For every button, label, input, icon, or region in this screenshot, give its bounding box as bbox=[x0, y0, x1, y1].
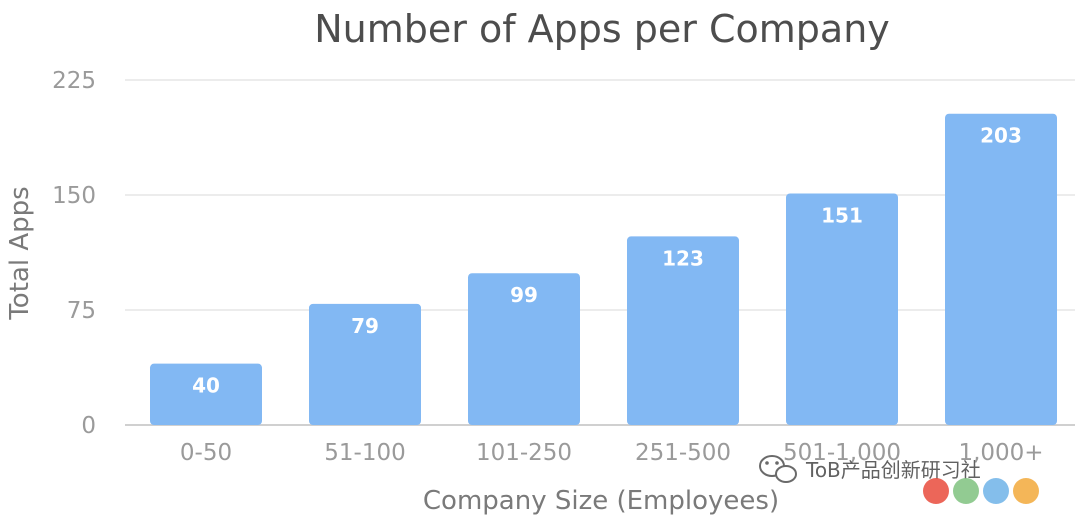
bar bbox=[627, 236, 739, 425]
y-tick-label: 150 bbox=[52, 183, 96, 209]
chart-title: Number of Apps per Company bbox=[314, 7, 890, 51]
y-tick-label: 0 bbox=[81, 413, 96, 439]
bar bbox=[786, 193, 898, 425]
x-axis-title: Company Size (Employees) bbox=[423, 486, 779, 516]
bar-value-label: 99 bbox=[510, 283, 538, 307]
y-axis-title: Total Apps bbox=[5, 186, 35, 320]
wechat-icon bbox=[759, 455, 797, 483]
bar-value-label: 151 bbox=[821, 203, 863, 227]
x-tick-label: 1,000+ bbox=[958, 440, 1043, 466]
bar bbox=[309, 303, 421, 425]
bar-value-label: 40 bbox=[192, 374, 220, 398]
watermark-text: ToB产品创新研习社 bbox=[805, 458, 981, 482]
y-tick-label: 225 bbox=[52, 68, 96, 94]
x-axis-ticks: 0-50 51-100 101-250 251-500 501-1,000 1,000+ bbox=[180, 440, 1044, 466]
bar bbox=[150, 363, 262, 425]
watermark: ToB产品创新研习社 bbox=[759, 455, 1039, 504]
grid-lines bbox=[125, 79, 1075, 426]
x-tick-label: 101-250 bbox=[476, 440, 572, 466]
x-tick-label: 251-500 bbox=[635, 440, 731, 466]
bar-value-label: 79 bbox=[351, 314, 379, 338]
x-tick-label: 51-100 bbox=[324, 440, 405, 466]
bar bbox=[468, 273, 580, 425]
x-tick-label: 501-1,000 bbox=[783, 440, 901, 466]
y-tick-label: 75 bbox=[67, 298, 96, 324]
bar-value-label: 203 bbox=[980, 124, 1022, 148]
x-tick-label: 0-50 bbox=[180, 440, 232, 466]
bars: 40 79 99 123 151 203 bbox=[150, 113, 1057, 425]
bar-value-label: 123 bbox=[662, 246, 704, 270]
watermark-logo bbox=[923, 478, 1039, 504]
y-axis-ticks: 0 75 150 225 bbox=[52, 68, 96, 439]
bar bbox=[945, 113, 1057, 425]
